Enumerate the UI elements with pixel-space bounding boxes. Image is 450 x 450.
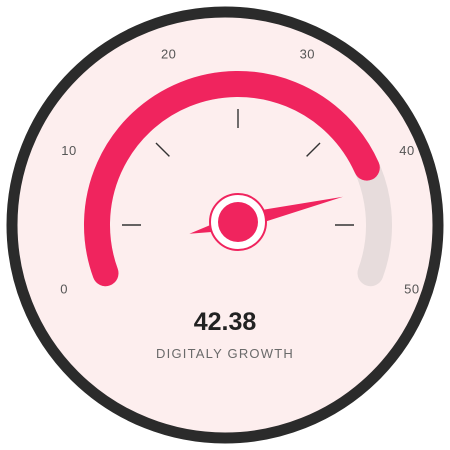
inner-tick-mark [306,142,321,157]
needle-hub [218,202,258,242]
gauge-ticks [122,109,354,226]
gauge-caption: DIGITALY GROWTH [156,346,294,361]
tick-label-0: 0 [60,281,68,296]
tick-label-50: 50 [404,281,419,296]
gauge-value-readout: 42.38 [193,308,257,336]
gauge-value-arc [83,71,380,287]
inner-tick-mark [155,142,170,157]
tick-label-20: 20 [161,46,176,61]
gauge-tick-labels: 0 10 20 30 40 50 [60,46,419,296]
tick-label-30: 30 [300,46,315,61]
tick-label-10: 10 [61,143,76,158]
tick-label-40: 40 [399,143,414,158]
